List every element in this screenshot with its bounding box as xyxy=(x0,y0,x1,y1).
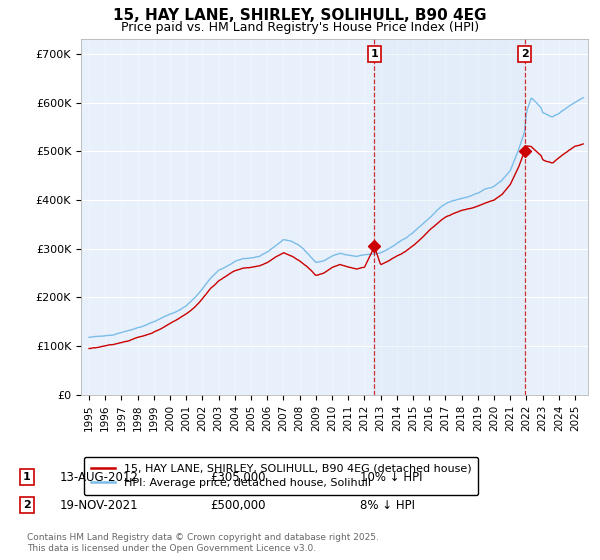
Text: 8% ↓ HPI: 8% ↓ HPI xyxy=(360,498,415,512)
Text: £500,000: £500,000 xyxy=(210,498,265,512)
Text: 2: 2 xyxy=(521,49,529,59)
Text: 15, HAY LANE, SHIRLEY, SOLIHULL, B90 4EG: 15, HAY LANE, SHIRLEY, SOLIHULL, B90 4EG xyxy=(113,8,487,24)
Bar xyxy=(374,39,524,395)
Text: 10% ↓ HPI: 10% ↓ HPI xyxy=(360,470,422,484)
Legend: 15, HAY LANE, SHIRLEY, SOLIHULL, B90 4EG (detached house), HPI: Average price, d: 15, HAY LANE, SHIRLEY, SOLIHULL, B90 4EG… xyxy=(84,458,478,495)
Text: 1: 1 xyxy=(371,49,379,59)
Text: Price paid vs. HM Land Registry's House Price Index (HPI): Price paid vs. HM Land Registry's House … xyxy=(121,21,479,34)
Text: 1: 1 xyxy=(23,472,31,482)
Text: Contains HM Land Registry data © Crown copyright and database right 2025.
This d: Contains HM Land Registry data © Crown c… xyxy=(27,534,379,553)
Text: 2: 2 xyxy=(23,500,31,510)
Text: 13-AUG-2012: 13-AUG-2012 xyxy=(60,470,139,484)
Text: 19-NOV-2021: 19-NOV-2021 xyxy=(60,498,139,512)
Text: £305,000: £305,000 xyxy=(210,470,265,484)
